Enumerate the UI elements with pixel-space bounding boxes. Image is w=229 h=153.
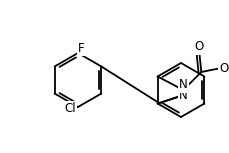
Text: N: N bbox=[179, 89, 188, 102]
Text: F: F bbox=[78, 41, 84, 54]
Text: N: N bbox=[179, 78, 188, 91]
Text: Cl: Cl bbox=[64, 103, 76, 116]
Text: O: O bbox=[195, 41, 204, 54]
Text: OH: OH bbox=[219, 62, 229, 75]
